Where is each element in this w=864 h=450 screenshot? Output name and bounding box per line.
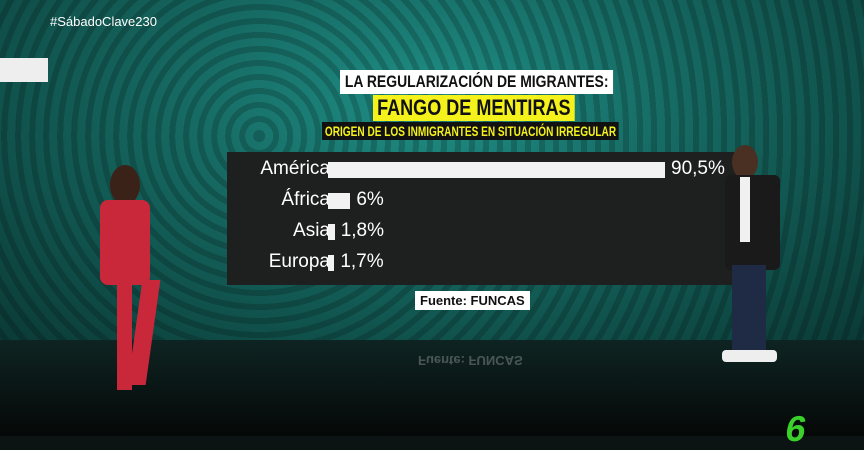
value-label: 1,7% — [340, 251, 384, 272]
bar — [328, 224, 335, 240]
bar — [328, 193, 351, 209]
bar — [328, 162, 665, 178]
bar-row-asia: Asia 1,8% — [227, 220, 742, 244]
chart-source: Fuente: FUNCAS — [415, 291, 530, 310]
category-label: América — [260, 158, 330, 179]
side-panel — [0, 58, 48, 82]
value-label: 90,5% — [671, 158, 725, 179]
chart-headline: FANGO DE MENTIRAS — [373, 95, 575, 121]
source-reflection: Fuente: FUNCAS — [418, 353, 523, 368]
category-label: Asia — [293, 220, 330, 241]
presenter-woman — [95, 165, 205, 390]
chart-subtitle: ORIGEN DE LOS INMIGRANTES EN SITUACIÓN I… — [322, 122, 619, 140]
category-label: Europa — [268, 251, 330, 272]
value-label: 1,8% — [340, 220, 384, 241]
bar-row-áfrica: África 6% — [227, 189, 742, 213]
chart-title: LA REGULARIZACIÓN DE MIGRANTES: — [340, 70, 614, 94]
bar-row-américa: América 90,5% — [227, 158, 742, 182]
bar — [328, 255, 335, 271]
bar-row-europa: Europa 1,7% — [227, 251, 742, 275]
hashtag: #SábadoClave230 — [50, 14, 157, 29]
value-label: 6% — [356, 189, 384, 210]
chart-panel: América 90,5% África 6% Asia 1,8% Europa 1,… — [227, 152, 742, 285]
presenter-man — [720, 145, 795, 375]
category-label: África — [281, 189, 330, 210]
